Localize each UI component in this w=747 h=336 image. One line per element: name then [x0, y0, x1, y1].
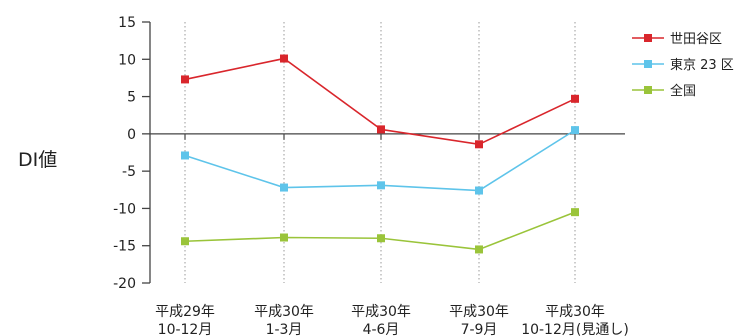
- data-point: [475, 140, 483, 149]
- legend-marker-1: [644, 60, 652, 68]
- legend-label: 世田谷区: [670, 32, 722, 47]
- series-line-2: [184, 211, 576, 251]
- y-tick-label: -20: [113, 276, 136, 292]
- y-axis-title: DI値: [18, 149, 57, 171]
- data-point: [280, 54, 288, 63]
- data-point: [181, 75, 189, 84]
- x-category-label: 平成30年 4-6月: [351, 304, 411, 336]
- data-point: [280, 183, 288, 192]
- x-category-label: 平成29年 10-12月: [155, 304, 215, 336]
- y-tick-label: -5: [122, 164, 136, 180]
- y-tick-label: -10: [113, 201, 136, 217]
- data-point: [571, 126, 579, 135]
- data-point: [571, 208, 579, 217]
- data-point: [475, 186, 483, 195]
- y-tick-label: 15: [118, 15, 136, 31]
- legend-label: 全国: [670, 83, 696, 99]
- data-point: [571, 94, 579, 103]
- data-point: [377, 125, 385, 134]
- x-category-label: 平成30年 1-3月: [254, 304, 314, 336]
- data-point: [181, 151, 189, 160]
- data-point: [377, 234, 385, 243]
- axes: 15 10 5 0 -5 -10 -15 -20 平成29年 10-12月 平成30年 1-3月 平成3…: [113, 15, 629, 336]
- x-category-label: 平成30年 7-9月: [449, 304, 509, 336]
- y-tick-label: 10: [118, 52, 136, 68]
- data-point: [377, 181, 385, 190]
- legend-label: 東京 23 区: [670, 57, 734, 73]
- legend-marker-0: [644, 34, 652, 42]
- y-tick-label: 0: [127, 127, 136, 143]
- data-point: [280, 233, 288, 242]
- series-layer: [181, 54, 579, 254]
- data-point: [181, 237, 189, 246]
- grid-lines: [184, 22, 576, 283]
- x-category-label: 平成30年 10-12月(見通し): [521, 304, 629, 336]
- y-tick-label: 5: [127, 90, 136, 106]
- legend-marker-2: [644, 86, 652, 94]
- y-tick-label: -15: [113, 239, 136, 255]
- data-point: [475, 245, 483, 254]
